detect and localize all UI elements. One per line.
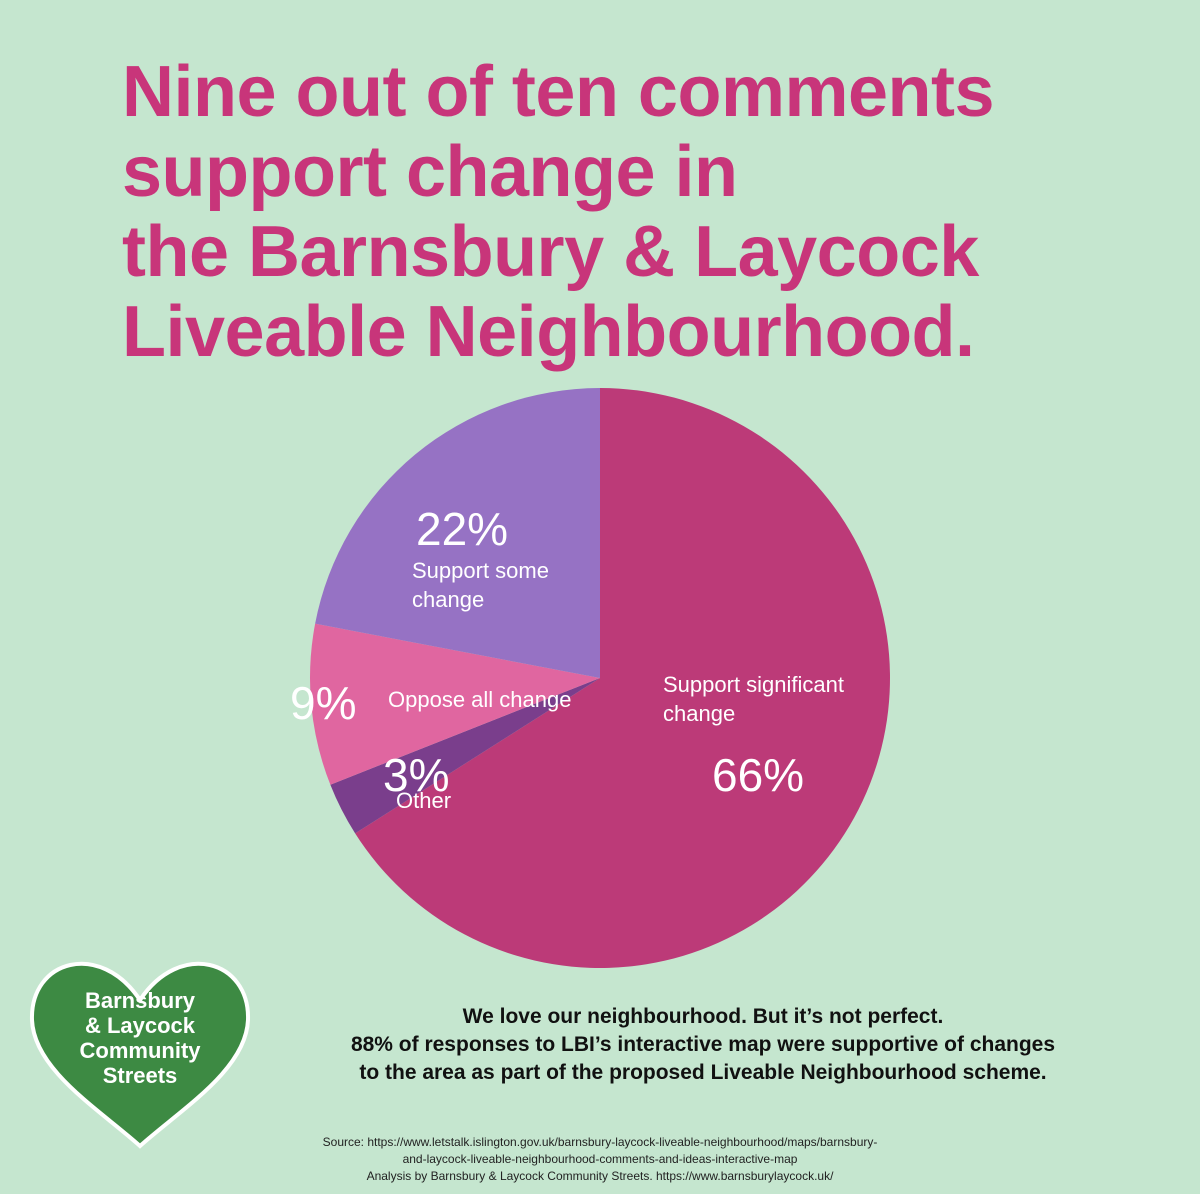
- title-line: support change in: [122, 132, 738, 212]
- chart-title: Nine out of ten comments support change i…: [122, 52, 995, 372]
- logo-text: Barnsbury & Laycock Community Streets: [40, 988, 240, 1088]
- body-line: to the area as part of the proposed Live…: [359, 1061, 1047, 1084]
- title-line: Liveable Neighbourhood.: [122, 292, 975, 372]
- value-label: 9%: [290, 677, 357, 729]
- logo-line: & Laycock: [84, 1013, 196, 1038]
- slice-label: Oppose all change: [388, 687, 572, 712]
- logo-line: Community: [79, 1038, 201, 1063]
- pie-slice: [315, 388, 600, 678]
- source-line: Analysis by Barnsbury & Laycock Communit…: [366, 1169, 834, 1183]
- slice-label: Other: [396, 788, 452, 813]
- slice-label: Support significant change: [663, 672, 844, 726]
- pie-slice: [330, 678, 600, 834]
- slice-label: Support some change: [412, 558, 549, 612]
- source-line: and-laycock-liveable-neighbourhood-comme…: [402, 1152, 798, 1166]
- source-line: Source: https://www.letstalk.islington.g…: [322, 1135, 878, 1149]
- pie-slice: [355, 388, 890, 969]
- value-label: 66%: [712, 749, 805, 801]
- source-text: Source: https://www.letstalk.islington.g…: [150, 1134, 1050, 1185]
- body-line: 88% of responses to LBI’s interactive ma…: [350, 1033, 1056, 1056]
- title-line: the Barnsbury & Laycock: [122, 212, 979, 292]
- logo-line: Streets: [102, 1063, 178, 1088]
- logo-heart: [29, 961, 251, 1149]
- logo-line: Barnsbury: [84, 988, 196, 1013]
- title-line: Nine out of ten comments: [122, 52, 995, 132]
- body-text: We love our neighbourhood. But it’s not …: [230, 1003, 1176, 1087]
- value-label: 22%: [416, 503, 509, 555]
- body-line: We love our neighbourhood. But it’s not …: [462, 1005, 944, 1028]
- pie-slice: [310, 623, 600, 785]
- value-label: 3%: [383, 749, 450, 801]
